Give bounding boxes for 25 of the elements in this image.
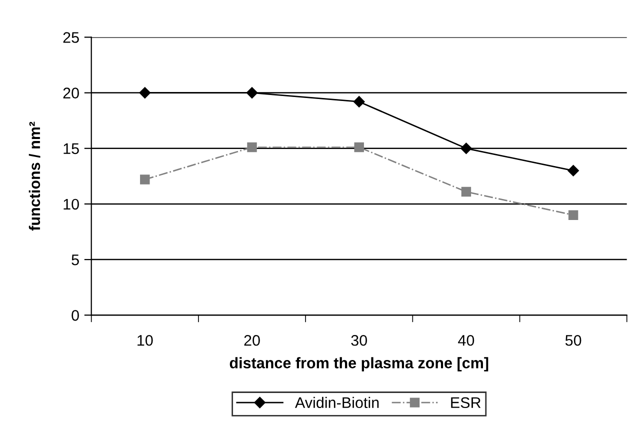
x-tick-label: 20	[244, 334, 260, 346]
y-tick-label: 10	[64, 198, 79, 210]
x-tick-label: 30	[351, 334, 367, 346]
point	[247, 142, 257, 152]
x-tick-label: 10	[138, 334, 153, 346]
x-axis-title: distance from the plasma zone [cm]	[230, 357, 488, 372]
y-axis-title: functions / nm²	[28, 122, 40, 231]
point	[461, 186, 472, 197]
point	[354, 142, 364, 152]
point	[246, 87, 258, 98]
point	[140, 174, 150, 184]
legend-label: Avidin-Biotin	[294, 396, 379, 408]
point	[460, 142, 472, 154]
y-tick-label: 0	[72, 310, 79, 321]
x-tick-label: 40	[458, 334, 474, 346]
point	[353, 96, 365, 108]
point	[568, 165, 579, 176]
y-tick-label: 25	[63, 32, 79, 43]
y-tick-label: 20	[63, 88, 79, 98]
legend-label: ESR	[451, 397, 481, 408]
point	[568, 210, 578, 220]
y-tick-label: 5	[72, 254, 79, 266]
point	[139, 87, 151, 98]
x-tick-label: 50	[565, 334, 582, 346]
y-tick-label: 15	[64, 143, 79, 154]
